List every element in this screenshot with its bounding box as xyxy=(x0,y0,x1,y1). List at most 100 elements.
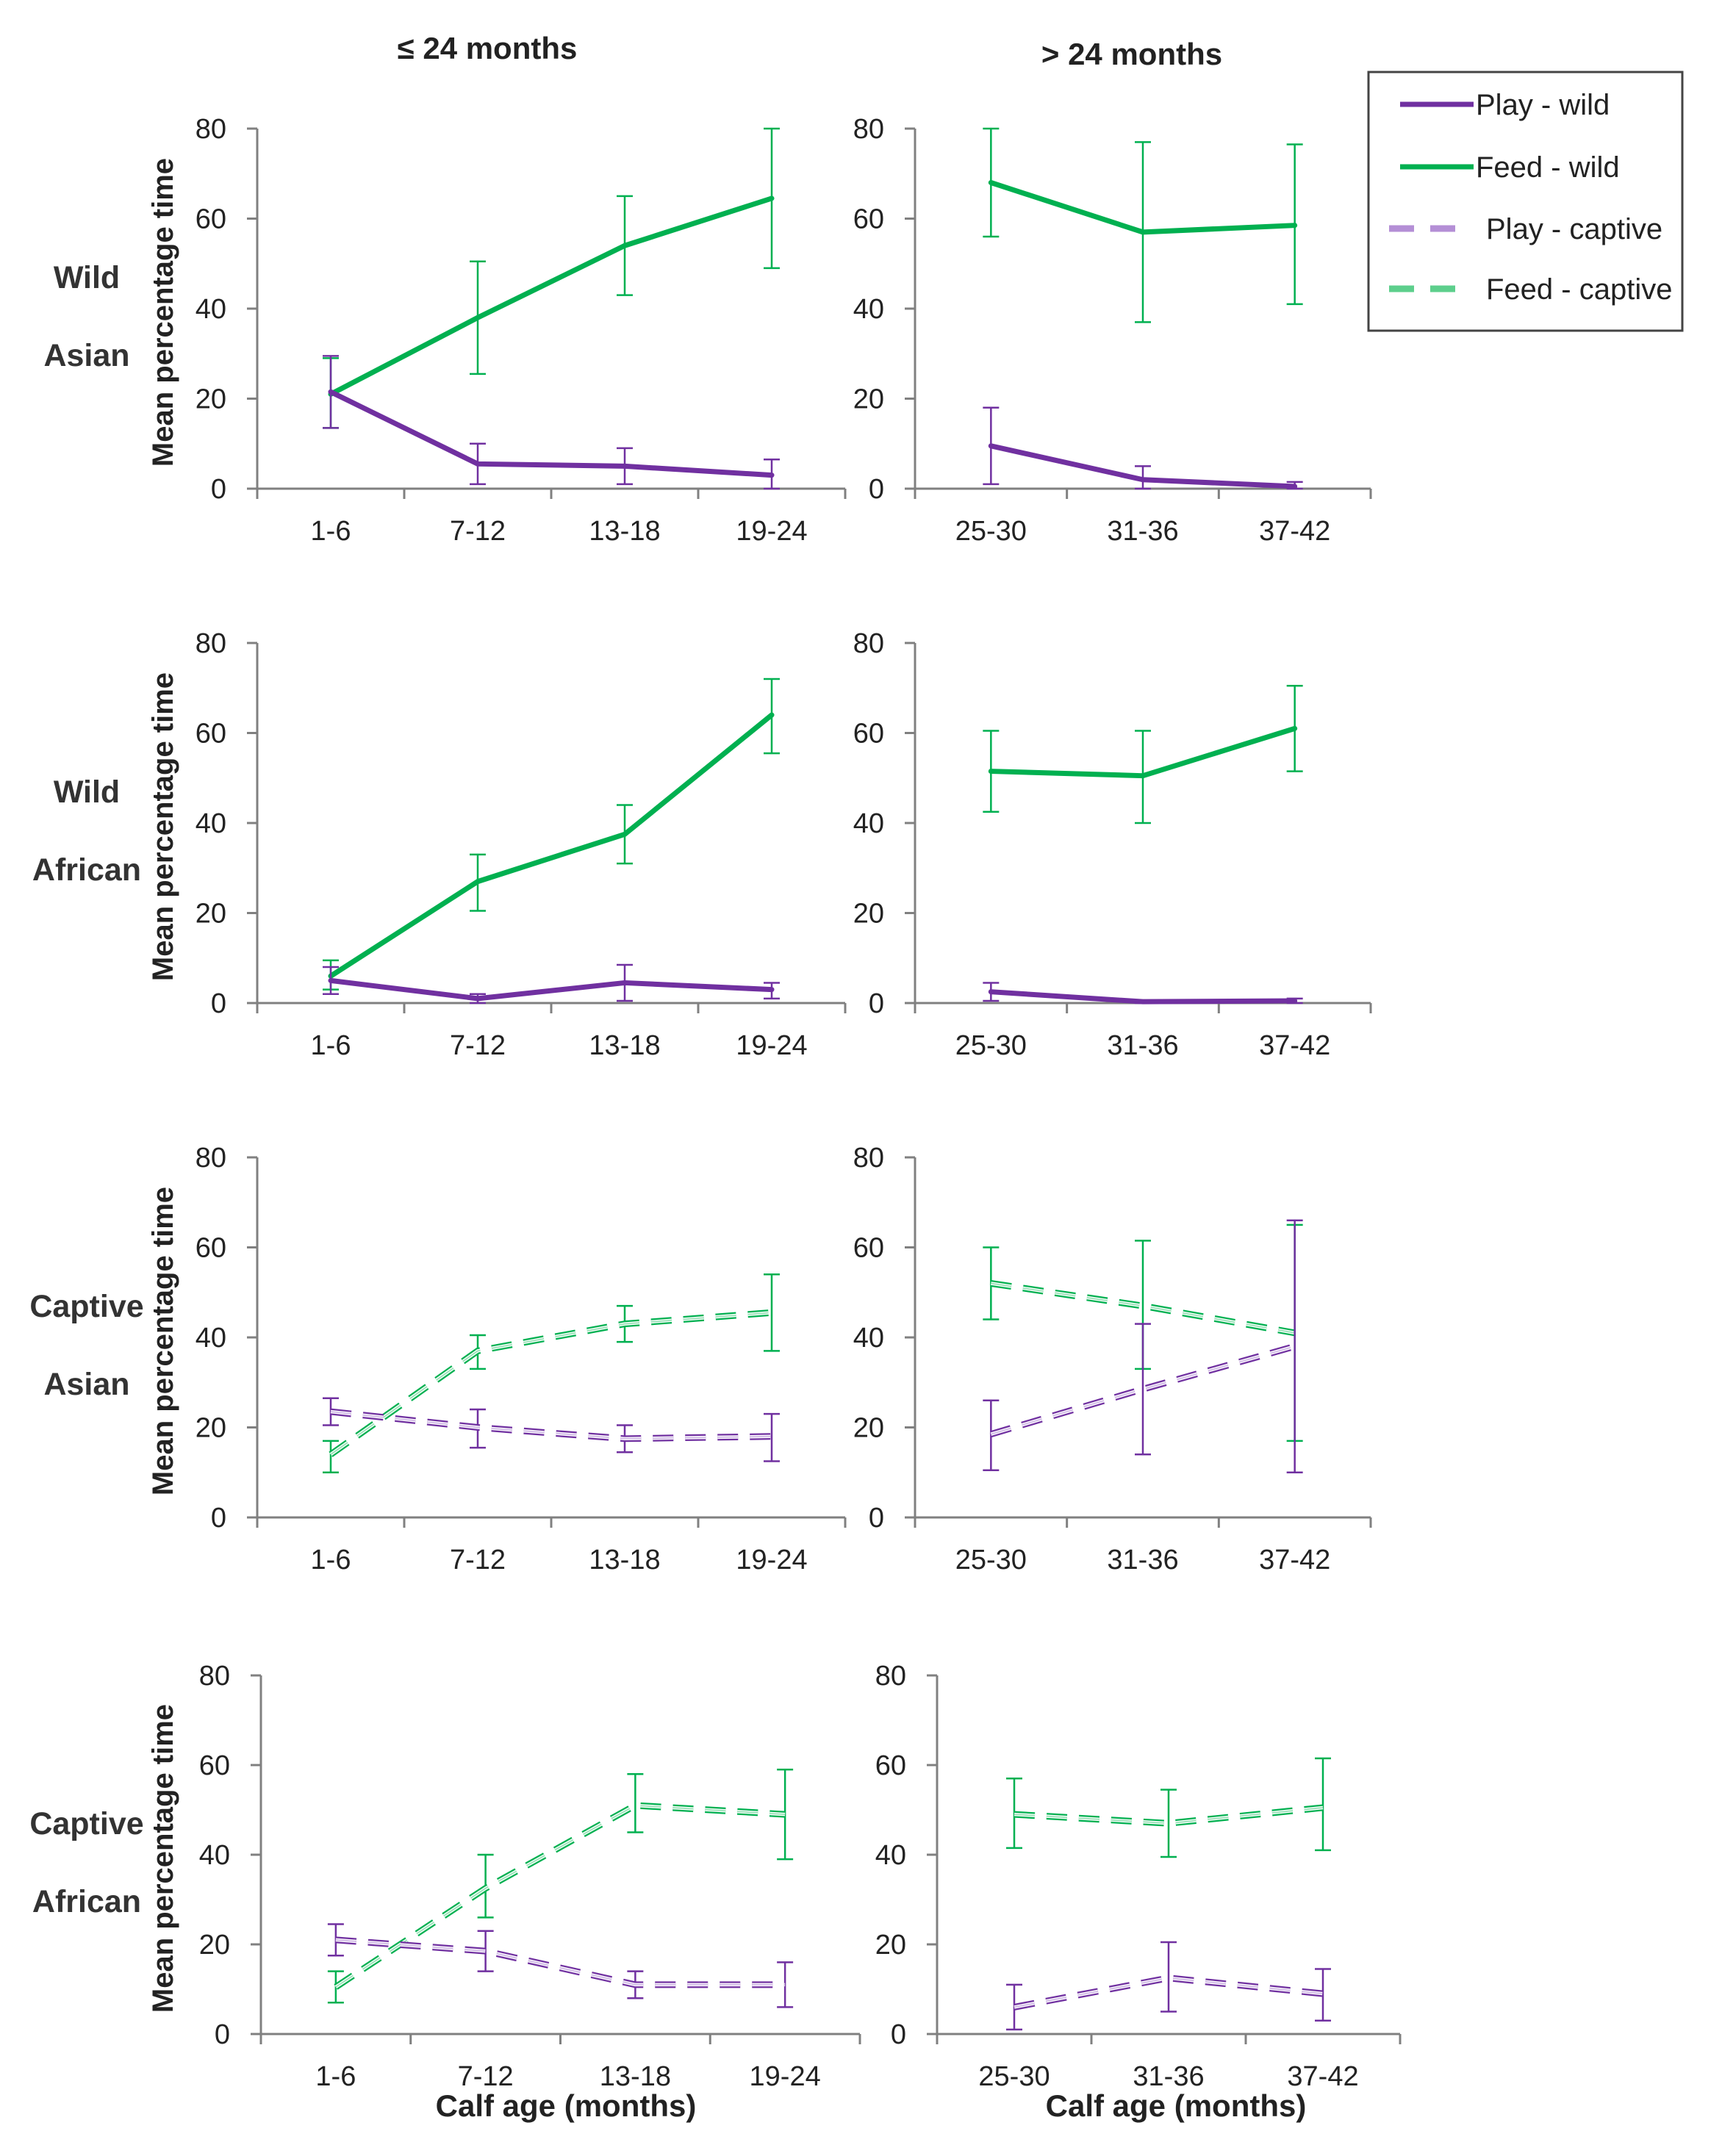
data-point xyxy=(989,1432,993,1437)
x-tick-label: 19-24 xyxy=(736,516,807,547)
data-point xyxy=(769,196,774,201)
data-point xyxy=(1293,1344,1297,1348)
x-tick-label: 7-12 xyxy=(458,2061,514,2092)
data-point xyxy=(1321,1991,1325,1996)
legend-box xyxy=(1367,71,1684,332)
series-line-outline xyxy=(329,1309,772,1457)
data-point xyxy=(1321,1805,1325,1810)
legend-label: Feed - wild xyxy=(1476,151,1620,184)
y-tick-label: 60 xyxy=(875,1750,906,1781)
y-tick-label: 0 xyxy=(869,474,884,505)
x-tick-label: 37-42 xyxy=(1287,2061,1358,2092)
x-tick-label: 37-42 xyxy=(1259,516,1330,547)
y-tick-label: 80 xyxy=(195,628,226,659)
data-point xyxy=(1141,1387,1145,1391)
data-point xyxy=(484,1886,488,1891)
y-tick-label: 20 xyxy=(199,1930,230,1961)
y-tick-label: 20 xyxy=(195,899,226,930)
x-tick-label: 19-24 xyxy=(736,1030,807,1061)
y-tick-label: 20 xyxy=(853,384,884,415)
data-point xyxy=(476,996,480,1001)
data-point xyxy=(334,1938,338,1942)
row-label-line2: Asian xyxy=(43,338,129,373)
data-point xyxy=(1141,999,1145,1004)
x-tick-label: 7-12 xyxy=(450,516,506,547)
series-line-tint xyxy=(330,1312,772,1456)
data-point xyxy=(989,444,993,448)
data-point xyxy=(623,243,627,248)
series-line-tint xyxy=(991,1282,1295,1334)
x-tick-label: 31-36 xyxy=(1107,516,1178,547)
series-line-tint xyxy=(330,1411,772,1440)
y-tick-label: 40 xyxy=(195,294,226,325)
data-point xyxy=(769,1434,774,1439)
y-tick-label: 20 xyxy=(195,1413,226,1444)
x-tick-label: 19-24 xyxy=(750,2061,821,2092)
y-tick-label: 20 xyxy=(195,384,226,415)
data-point xyxy=(623,980,627,985)
row-label-line1: Captive xyxy=(29,1289,143,1324)
y-tick-label: 20 xyxy=(853,1413,884,1444)
x-tick-label: 25-30 xyxy=(955,516,1027,547)
y-tick-label: 0 xyxy=(215,2019,230,2050)
x-axis-title-right: Calf age (months) xyxy=(1046,2088,1307,2123)
legend-label: Play - wild xyxy=(1476,89,1610,121)
y-tick-label: 20 xyxy=(875,1930,906,1961)
series-line-tint xyxy=(1014,1806,1324,1825)
y-tick-label: 60 xyxy=(853,1233,884,1264)
legend-label: Feed - captive xyxy=(1486,273,1672,306)
data-point xyxy=(1293,999,1297,1003)
data-point xyxy=(484,1949,488,1953)
data-point xyxy=(623,1437,627,1441)
x-tick-label: 13-18 xyxy=(600,2061,671,2092)
x-tick-label: 25-30 xyxy=(955,1030,1027,1061)
x-tick-label: 1-6 xyxy=(311,516,351,547)
series-line xyxy=(988,725,1298,779)
data-point xyxy=(989,990,993,994)
data-point xyxy=(329,1452,333,1456)
row-label-line1: Wild xyxy=(54,775,120,810)
x-tick-label: 7-12 xyxy=(450,1030,506,1061)
data-point xyxy=(633,1803,637,1808)
y-tick-label: 60 xyxy=(195,1233,226,1264)
x-tick-label: 13-18 xyxy=(589,1030,660,1061)
data-point xyxy=(1141,478,1145,482)
data-point xyxy=(329,978,333,982)
data-point xyxy=(1293,484,1297,489)
data-point xyxy=(623,832,627,836)
series-line xyxy=(328,712,775,979)
data-point xyxy=(1293,726,1297,730)
data-point xyxy=(1141,230,1145,234)
data-point xyxy=(623,464,627,468)
data-point xyxy=(329,1409,333,1414)
series-line xyxy=(328,977,775,1002)
series-line-tint xyxy=(991,1345,1295,1435)
series-line-outline xyxy=(334,1802,786,1990)
y-tick-label: 60 xyxy=(853,204,884,235)
y-tick-label: 40 xyxy=(195,1323,226,1354)
data-point xyxy=(334,1985,338,1989)
column-header-right: > 24 months xyxy=(1041,37,1222,71)
row-label-line1: Wild xyxy=(54,260,120,295)
y-tick-label: 80 xyxy=(853,628,884,659)
data-point xyxy=(476,461,480,466)
y-tick-label: 40 xyxy=(853,808,884,839)
y-tick-label: 80 xyxy=(195,1143,226,1174)
series-line-outline xyxy=(335,1936,786,1988)
x-tick-label: 25-30 xyxy=(955,1545,1027,1575)
y-tick-label: 40 xyxy=(195,808,226,839)
series-line-fill xyxy=(334,1803,786,1988)
data-point xyxy=(1012,1812,1016,1817)
series-line xyxy=(988,180,1298,235)
y-tick-label: 60 xyxy=(195,719,226,750)
data-point xyxy=(1012,2005,1016,2009)
y-tick-label: 60 xyxy=(853,719,884,750)
data-point xyxy=(476,880,480,884)
series-line xyxy=(328,389,775,478)
y-tick-label: 80 xyxy=(195,114,226,145)
y-tick-label: 40 xyxy=(853,294,884,325)
y-tick-label: 40 xyxy=(853,1323,884,1354)
y-tick-label: 20 xyxy=(853,899,884,930)
data-point xyxy=(989,181,993,185)
